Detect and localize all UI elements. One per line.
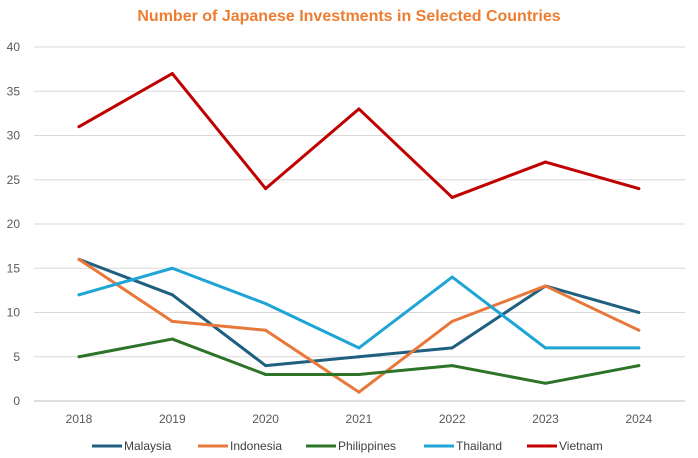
data-point-thailand bbox=[544, 346, 547, 350]
data-point-indonesia bbox=[77, 257, 81, 261]
y-tick-label: 20 bbox=[7, 217, 21, 231]
y-tick-label: 35 bbox=[7, 84, 21, 98]
data-point-philippines bbox=[264, 372, 268, 376]
data-point-vietnam bbox=[77, 125, 81, 129]
data-point-philippines bbox=[170, 337, 174, 341]
y-tick-label: 25 bbox=[7, 173, 21, 187]
x-axis-ticks: 2018 2019 2020 2021 2022 2023 2024 bbox=[66, 412, 653, 426]
data-point-malaysia bbox=[170, 293, 174, 297]
series-lines bbox=[77, 72, 641, 394]
data-point-malaysia bbox=[357, 355, 361, 359]
data-point-thailand bbox=[264, 302, 268, 306]
data-point-thailand bbox=[170, 266, 174, 270]
y-tick-label: 40 bbox=[7, 40, 21, 54]
data-point-malaysia bbox=[637, 311, 641, 314]
data-point-vietnam bbox=[357, 107, 361, 111]
data-point-indonesia bbox=[450, 319, 454, 323]
data-point-indonesia bbox=[544, 284, 547, 288]
x-tick-label: 2021 bbox=[346, 412, 373, 426]
x-tick-label: 2024 bbox=[625, 412, 652, 426]
data-point-vietnam bbox=[264, 187, 268, 191]
y-tick-label: 5 bbox=[13, 350, 20, 364]
data-point-vietnam bbox=[544, 160, 547, 164]
data-point-philippines bbox=[357, 372, 361, 376]
data-point-thailand bbox=[77, 293, 81, 297]
x-tick-label: 2019 bbox=[159, 412, 186, 426]
data-point-vietnam bbox=[637, 187, 641, 191]
data-point-vietnam bbox=[450, 195, 454, 199]
series-line-indonesia bbox=[77, 257, 641, 394]
data-point-indonesia bbox=[357, 390, 361, 394]
legend-label-indonesia: Indonesia bbox=[230, 439, 282, 453]
y-tick-label: 0 bbox=[13, 394, 20, 408]
x-tick-label: 2023 bbox=[532, 412, 559, 426]
data-point-indonesia bbox=[264, 328, 268, 332]
legend: Malaysia Indonesia Philippines Thailand Viet… bbox=[92, 439, 603, 453]
legend-label-malaysia: Malaysia bbox=[124, 439, 172, 453]
x-tick-label: 2022 bbox=[439, 412, 466, 426]
data-point-philippines bbox=[450, 364, 454, 368]
data-point-philippines bbox=[77, 355, 81, 359]
data-point-indonesia bbox=[170, 319, 174, 323]
series-line-philippines bbox=[77, 337, 641, 385]
chart-title: Number of Japanese Investments in Select… bbox=[137, 8, 561, 25]
data-point-malaysia bbox=[264, 364, 268, 368]
data-point-thailand bbox=[357, 346, 361, 350]
legend-label-philippines: Philippines bbox=[338, 439, 396, 453]
x-tick-label: 2020 bbox=[252, 412, 279, 426]
y-tick-label: 10 bbox=[7, 306, 21, 320]
series-line-thailand bbox=[77, 266, 641, 350]
y-tick-label: 30 bbox=[7, 129, 21, 143]
data-point-indonesia bbox=[637, 328, 641, 332]
data-point-vietnam bbox=[170, 72, 174, 76]
legend-label-thailand: Thailand bbox=[456, 439, 502, 453]
data-point-philippines bbox=[544, 381, 547, 385]
data-point-malaysia bbox=[450, 346, 454, 350]
data-point-thailand bbox=[637, 346, 641, 350]
y-tick-label: 15 bbox=[7, 261, 21, 275]
data-point-philippines bbox=[637, 364, 641, 368]
y-axis-ticks: 0 5 10 15 20 25 30 35 40 bbox=[7, 40, 21, 408]
data-point-thailand bbox=[450, 275, 454, 279]
legend-label-vietnam: Vietnam bbox=[559, 439, 603, 453]
x-tick-label: 2018 bbox=[66, 412, 93, 426]
